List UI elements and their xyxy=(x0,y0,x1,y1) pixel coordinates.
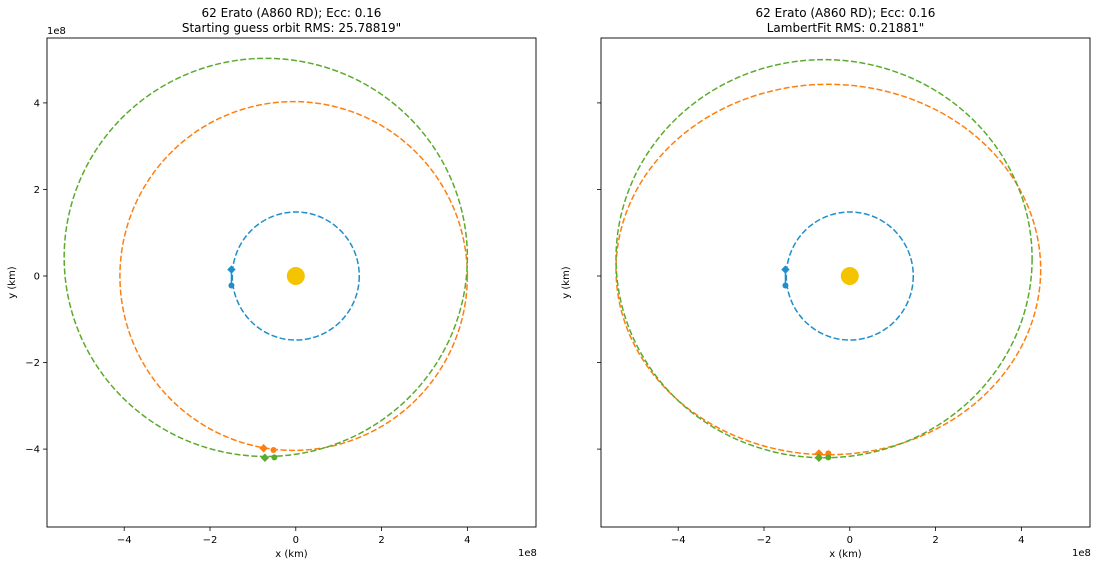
y-axis-label: y (km) xyxy=(561,266,572,299)
point-marker xyxy=(825,454,832,461)
orbit-orbit-b xyxy=(63,57,469,458)
orbit-earth xyxy=(785,211,915,341)
chart-subtitle: Starting guess orbit RMS: 25.78819" xyxy=(182,21,401,35)
x-tick-label: 2 xyxy=(378,535,384,546)
chart-subtitle: LambertFit RMS: 0.21881" xyxy=(767,21,925,35)
plot-area xyxy=(615,58,1042,462)
y-tick-label: 4 xyxy=(34,98,40,109)
x-tick-label: −2 xyxy=(203,535,218,546)
x-tick-label: 4 xyxy=(464,535,470,546)
sun-marker xyxy=(286,267,305,286)
point-marker xyxy=(782,282,789,289)
axes-frame xyxy=(46,37,537,528)
point-marker xyxy=(228,282,235,289)
y-scale-offset: 1e8 xyxy=(47,26,66,37)
x-tick-label: 4 xyxy=(1018,535,1024,546)
y-tick-label: 0 xyxy=(34,272,40,283)
y-tick-label: −4 xyxy=(25,445,40,456)
x-tick-label: −4 xyxy=(671,535,686,546)
diamond-marker xyxy=(814,449,824,458)
point-marker xyxy=(271,454,278,461)
x-scale-offset: 1e8 xyxy=(1072,548,1091,559)
orbit-plot-right: 62 Erato (A860 RD); Ecc: 0.16LambertFit … xyxy=(561,6,1091,560)
orbit-earth xyxy=(231,211,361,341)
orbit-orbit-a xyxy=(615,83,1042,456)
x-tick-label: −2 xyxy=(757,535,772,546)
orbit-orbit-b xyxy=(615,58,1033,459)
x-tick-label: 0 xyxy=(847,535,853,546)
y-tick-label: 2 xyxy=(34,185,40,196)
axes-frame xyxy=(600,37,1091,528)
diamond-marker xyxy=(227,265,236,274)
orbit-orbit-a xyxy=(119,100,469,452)
x-tick-label: −4 xyxy=(117,535,132,546)
diamond-marker xyxy=(814,453,824,462)
sun-marker xyxy=(840,267,859,286)
x-axis-label: x (km) xyxy=(829,549,862,560)
x-tick-label: 2 xyxy=(932,535,938,546)
x-tick-label: 0 xyxy=(293,535,299,546)
x-scale-offset: 1e8 xyxy=(518,548,537,559)
y-tick-label: −2 xyxy=(25,358,40,369)
x-axis-label: x (km) xyxy=(275,549,308,560)
plot-area xyxy=(63,57,469,462)
diamond-marker xyxy=(260,453,270,462)
chart-title: 62 Erato (A860 RD); Ecc: 0.16 xyxy=(202,6,382,20)
chart-title: 62 Erato (A860 RD); Ecc: 0.16 xyxy=(756,6,936,20)
point-marker xyxy=(270,446,277,453)
diamond-marker xyxy=(259,444,268,453)
diamond-marker xyxy=(781,265,790,274)
y-axis-label: y (km) xyxy=(7,266,18,299)
